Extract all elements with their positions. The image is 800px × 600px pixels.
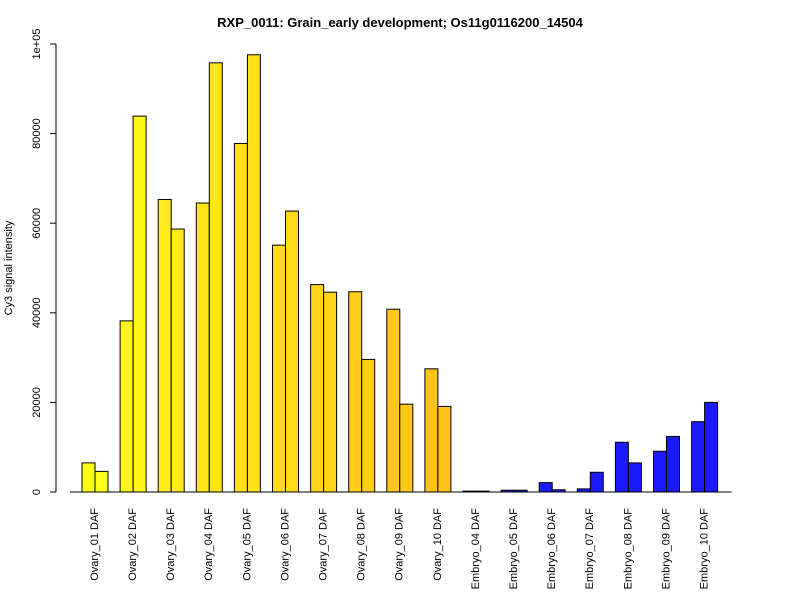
bar-15-1 — [666, 435, 680, 493]
category-label: Embryo_08 DAF — [622, 508, 634, 590]
bar-4-0 — [233, 142, 248, 493]
chart-title: RXP_0011: Grain_early development; Os11g… — [217, 15, 583, 30]
bar-3-0 — [195, 202, 210, 493]
y-axis: 0 20000 40000 60000 80000 1e+05 — [31, 29, 57, 495]
bar-0-1 — [94, 470, 109, 493]
bar-9-0 — [424, 368, 439, 493]
category-label: Ovary_02 DAF — [127, 508, 139, 581]
category-label: Embryo_04 DAF — [470, 508, 482, 590]
category-label: Ovary_06 DAF — [279, 508, 291, 581]
category-label: Ovary_05 DAF — [241, 508, 253, 581]
y-tick-label: 0 — [31, 489, 43, 495]
bar-10-0 — [462, 490, 477, 493]
bar-11-0 — [500, 489, 515, 493]
y-tick-label: 20000 — [31, 387, 43, 418]
category-label: Ovary_03 DAF — [165, 508, 177, 581]
bar-16-1 — [704, 401, 719, 493]
category-labels: Ovary_01 DAF Ovary_02 DAF Ovary_03 DAF Ovar… — [89, 508, 711, 590]
bar-9-1 — [437, 405, 452, 493]
bar-14-0 — [614, 441, 629, 493]
category-label: Ovary_04 DAF — [203, 508, 215, 581]
bars — [81, 54, 719, 493]
bar-14-1 — [627, 462, 642, 493]
category-label: Embryo_09 DAF — [660, 508, 672, 590]
bar-6-0 — [310, 284, 325, 493]
category-label: Embryo_06 DAF — [546, 508, 558, 590]
bar-1-1 — [132, 115, 147, 493]
bar-7-0 — [348, 291, 363, 493]
bar-7-1 — [361, 358, 376, 493]
category-label: Ovary_09 DAF — [394, 508, 406, 581]
y-tick-label: 1e+05 — [31, 29, 43, 60]
bar-10-1 — [475, 490, 490, 493]
bar-2-1 — [170, 228, 185, 493]
bar-4-1 — [246, 54, 261, 493]
bar-1-0 — [119, 320, 134, 493]
bar-15-0 — [653, 450, 667, 493]
bar-12-1 — [551, 489, 566, 493]
bar-0-0 — [81, 462, 96, 493]
bar-6-1 — [323, 291, 338, 493]
bar-16-0 — [691, 421, 706, 493]
category-label: Embryo_10 DAF — [699, 508, 711, 590]
bar-5-0 — [272, 244, 286, 493]
y-tick-label: 60000 — [31, 208, 43, 239]
y-axis-label: Cy3 signal intensity — [3, 220, 15, 315]
bar-8-1 — [399, 403, 414, 493]
y-tick-label: 80000 — [31, 118, 43, 149]
category-label: Ovary_01 DAF — [89, 508, 101, 581]
bar-13-0 — [576, 488, 591, 493]
bar-3-1 — [208, 62, 223, 493]
bar-2-0 — [157, 198, 172, 493]
bar-12-0 — [538, 482, 553, 493]
category-label: Ovary_07 DAF — [318, 508, 330, 581]
category-label: Ovary_10 DAF — [432, 508, 444, 581]
bar-8-0 — [386, 308, 401, 493]
category-label: Embryo_05 DAF — [508, 508, 520, 590]
y-tick-label: 40000 — [31, 298, 43, 329]
category-label: Embryo_07 DAF — [584, 508, 596, 590]
category-label: Ovary_08 DAF — [356, 508, 368, 581]
bar-11-1 — [513, 489, 528, 493]
bar-13-1 — [589, 471, 604, 493]
bar-5-1 — [285, 210, 299, 493]
